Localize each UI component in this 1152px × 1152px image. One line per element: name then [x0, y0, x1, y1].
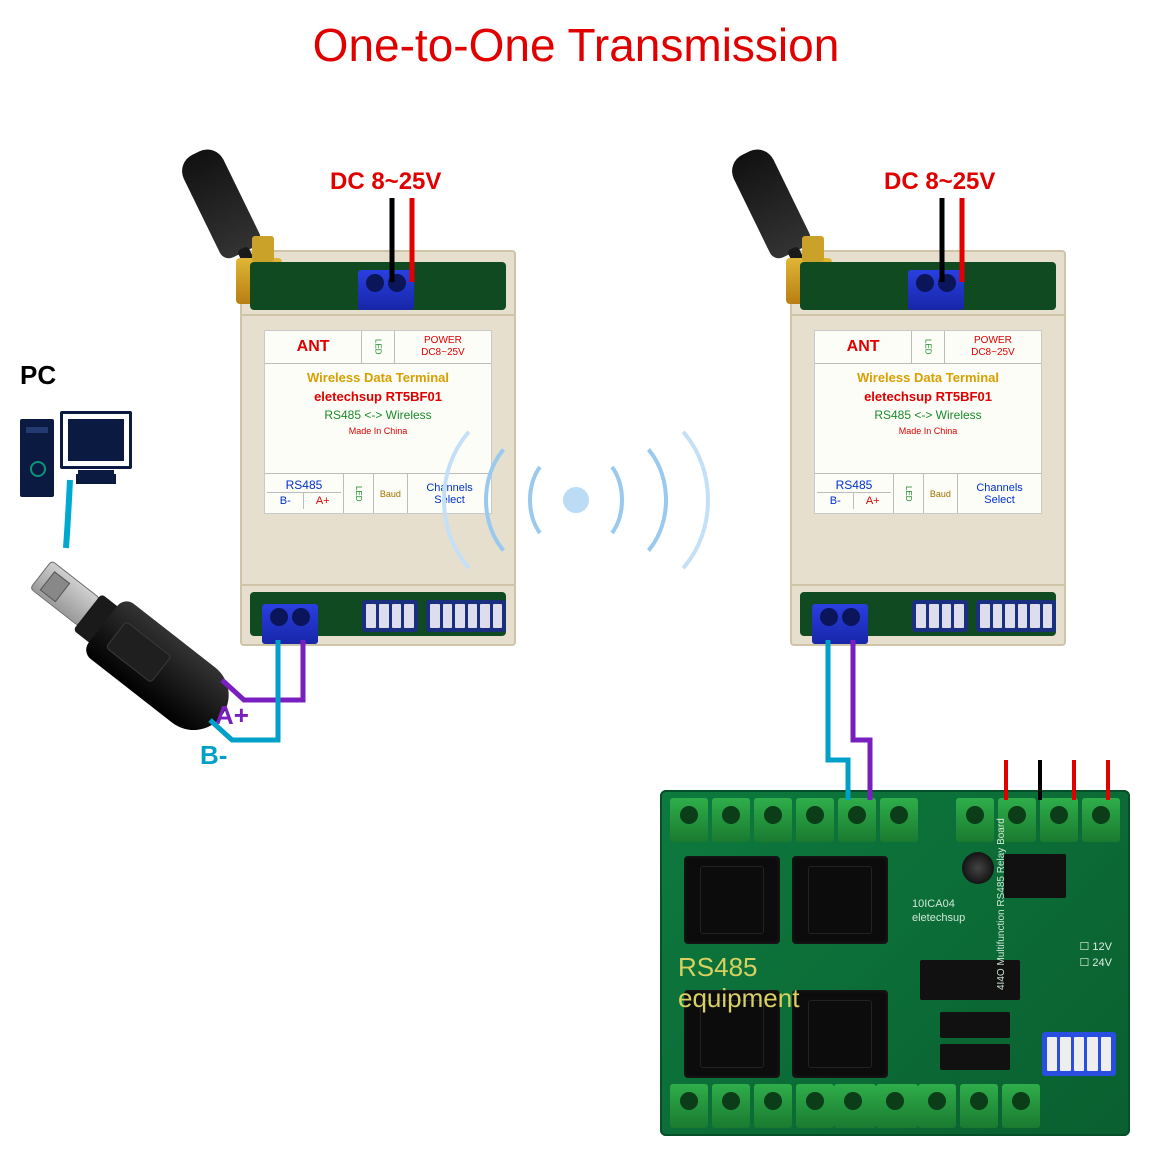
label-mic: Made In China [819, 426, 1037, 436]
wire-label-bminus: B- [200, 740, 227, 771]
label-mic: Made In China [269, 426, 487, 436]
wireless-module-right: ANT LED POWER DC8~25V Wireless Data Term… [790, 250, 1066, 646]
silk-brand: eletechsup [912, 912, 965, 924]
pc-icon [20, 397, 140, 507]
label-wdt: Wireless Data Terminal [269, 370, 487, 385]
usb-rs485-adapter [12, 540, 225, 734]
power-terminal [908, 270, 964, 310]
channel-dip [976, 600, 1056, 632]
module-bottom [790, 586, 1066, 646]
ic-chip-icon [940, 1044, 1010, 1070]
board-edge-text: 4I4O Multifunction RS485 Relay Board [996, 790, 1007, 990]
label-led: LED [362, 331, 395, 363]
diagram-title: One-to-One Transmission [0, 18, 1152, 72]
ic-chip-icon [940, 1012, 1010, 1038]
antenna-icon [726, 143, 814, 261]
label-led: LED [912, 331, 945, 363]
relay-icon [792, 856, 888, 944]
capacitor-icon [962, 852, 994, 884]
label-baud: Baud [374, 474, 409, 513]
label-channels: Channels Select [958, 474, 1041, 513]
label-led2: LED [344, 474, 374, 513]
relay-icon [684, 856, 780, 944]
dc-label-left: DC 8~25V [330, 168, 441, 196]
label-ele: eletechsup RT5BF01 [819, 389, 1037, 404]
channel-dip [426, 600, 506, 632]
power-terminal [358, 270, 414, 310]
rs485-terminal [812, 604, 868, 644]
rs485-relay-board: 10ICA04 eletechsup ☐ 12V ☐ 24V 4I4O Mult… [660, 790, 1130, 1136]
rs485-terminal [262, 604, 318, 644]
label-ele: eletechsup RT5BF01 [269, 389, 487, 404]
module-label-plate: ANT LED POWER DC8~25V Wireless Data Term… [814, 330, 1042, 514]
silk-model: 10ICA04 [912, 898, 955, 910]
baud-dip [362, 600, 418, 632]
label-power: POWER DC8~25V [945, 331, 1041, 363]
baud-dip [912, 600, 968, 632]
module-bottom [240, 586, 516, 646]
wire-label-aplus: A+ [215, 700, 249, 731]
label-rs: RS485 <-> Wireless [819, 408, 1037, 422]
board-dip-switch [1042, 1032, 1116, 1076]
ic-chip-icon [1004, 854, 1066, 898]
pc-label: PC [20, 360, 140, 391]
label-ant: ANT [265, 331, 362, 363]
pc-group: PC [20, 360, 140, 507]
module-top [240, 250, 516, 316]
label-led2: LED [894, 474, 924, 513]
module-body: ANT LED POWER DC8~25V Wireless Data Term… [790, 316, 1066, 586]
label-baud: Baud [924, 474, 959, 513]
module-top [790, 250, 1066, 316]
label-ant: ANT [815, 331, 912, 363]
antenna-icon [176, 143, 264, 261]
relay-icon [792, 990, 888, 1078]
dc-label-right: DC 8~25V [884, 168, 995, 196]
label-rs: RS485 <-> Wireless [269, 408, 487, 422]
pc-monitor-icon [60, 411, 132, 469]
label-rs485: RS485 B- A+ [265, 474, 344, 513]
label-wdt: Wireless Data Terminal [819, 370, 1037, 385]
label-rs485: RS485 B- A+ [815, 474, 894, 513]
wireless-waves-icon [456, 430, 696, 570]
label-power: POWER DC8~25V [395, 331, 491, 363]
board-caption: RS485 equipment [678, 952, 799, 1014]
pc-tower-icon [20, 419, 54, 497]
